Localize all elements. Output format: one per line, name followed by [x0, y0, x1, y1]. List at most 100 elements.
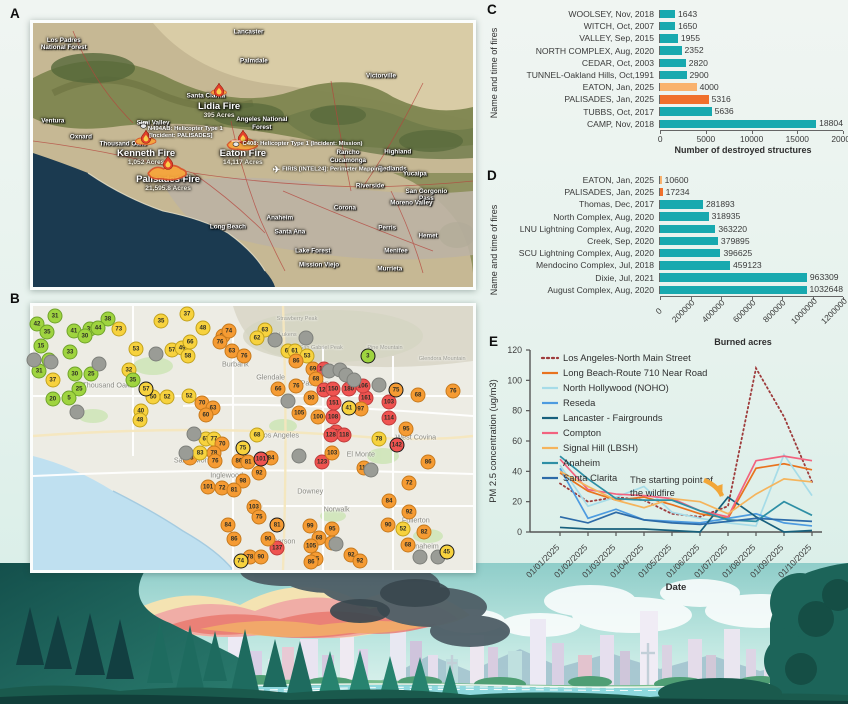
- map-place-label: San Gorgonio Pass: [405, 187, 448, 202]
- map-place-label: Los Angeles: [259, 430, 299, 440]
- map-place-label: Palmdale: [240, 57, 268, 65]
- bar-category-label: CEDAR, Oct, 2003: [581, 57, 654, 68]
- x-tick-label: 0: [653, 305, 665, 317]
- satellite-fire-map: Los Padres National Forest Lancaster Palmd…: [30, 20, 476, 290]
- bar-row: Mendocino Complex, Jul, 2018 459123: [504, 259, 843, 271]
- bar-row: TUNNEL-Oakland Hills, Oct,1991 2900: [504, 69, 843, 81]
- bar-value-label: 1650: [678, 20, 698, 31]
- map-place-label: Lake Forest: [295, 247, 331, 255]
- bar-row: North Complex, Aug, 2020 318935: [504, 211, 843, 223]
- aqi-sensor-dot: 75: [251, 509, 267, 525]
- aqi-sensor-dot: 3: [360, 348, 376, 364]
- aqi-sensor-dot: 68: [410, 387, 426, 403]
- y-tick-label: 40: [512, 466, 522, 476]
- legend-label: Signal Hill (LBSH): [563, 442, 638, 453]
- aqi-sensor-dot: 72: [401, 475, 417, 491]
- helicopter-icon: [138, 122, 148, 129]
- bar-category-label: EATON, Jan, 2025: [582, 82, 654, 93]
- aqi-sensor-dot: 68: [400, 537, 416, 553]
- map-annotation: C408: Helicopter Type 1 (Incident: Missi…: [231, 140, 363, 148]
- bar-value-label: 10600: [664, 174, 689, 185]
- aqi-sensor-dot: 86: [226, 531, 242, 547]
- bar-value-label: 396625: [723, 247, 753, 258]
- bar: [660, 285, 807, 294]
- series-line: [559, 462, 813, 520]
- airplane-icon: ✈: [272, 164, 281, 175]
- aqi-sensor-dot: 92: [251, 465, 267, 481]
- aqi-sensor-dot: [412, 549, 428, 565]
- map-place-label: Santa Ana: [274, 228, 306, 236]
- aqi-sensor-dot: 30: [77, 328, 93, 344]
- aqi-sensor-dot: 76: [445, 383, 461, 399]
- aqi-sensor-dot: 25: [71, 381, 87, 397]
- fire-name: Lidia Fire: [197, 100, 241, 112]
- fire-icon: [162, 154, 174, 170]
- bar-category-label: WITCH, Oct, 2007: [583, 21, 654, 32]
- bar-value-label: 5316: [711, 94, 731, 105]
- fire-name: Kenneth Fire: [117, 148, 176, 160]
- series-line: [559, 452, 813, 527]
- bar-value-label: 318935: [711, 211, 741, 222]
- map-place-label: Menifee: [384, 247, 408, 255]
- fire-perimeter: [147, 164, 188, 181]
- map-place-label: Rancho Cucamonga: [330, 149, 367, 164]
- satellite-terrain: [33, 23, 473, 287]
- map-place-label: Downey: [297, 486, 324, 496]
- map-annotation: ✈ FIRIS [INTEL24]: Perimeter Mapping: [272, 164, 383, 175]
- legend-label: Santa Clarita: [563, 472, 618, 483]
- aqi-sensor-dot: 78: [371, 431, 387, 447]
- bar-value-label: 379895: [720, 235, 750, 246]
- fire-acres: 21,595.8 Acres: [145, 184, 191, 192]
- aqi-sensor-dot: 57: [138, 381, 154, 397]
- map-place-label: Highland: [384, 148, 412, 156]
- y-tick-label: 80: [512, 406, 522, 416]
- aqi-sensor-dot: 90: [253, 549, 269, 565]
- annotation-text: The starting point of: [630, 474, 713, 485]
- aqi-sensor-dot: 84: [220, 517, 236, 533]
- aqi-sensor-dot: [267, 332, 283, 348]
- bar-row: PALISADES, Jan, 2025 17234: [504, 186, 843, 198]
- bar-category-label: North Complex, Aug, 2020: [553, 211, 654, 222]
- aqi-sensor-dot: 142: [389, 437, 405, 453]
- aqi-sensor-dot: 108: [325, 409, 341, 425]
- bar: [660, 119, 817, 128]
- map-place-label: El Monte: [346, 449, 375, 459]
- aqi-sensor-dot: 66: [270, 381, 286, 397]
- aqi-sensor-dot: 75: [388, 382, 404, 398]
- map-place-label: Anaheim: [266, 214, 294, 222]
- y-axis-title: Name and time of fires: [489, 204, 499, 296]
- x-tick-label: 1200000: [818, 295, 848, 326]
- panel-e-label: E: [489, 334, 499, 349]
- bar-category-label: VALLEY, Sep, 2015: [579, 33, 654, 44]
- bar-row: Dixie, Jul, 2021 963309: [504, 272, 843, 284]
- bar-row: August Complex, Aug, 2020 1032648: [504, 284, 843, 296]
- bar-row: Thomas, Dec, 2017 281893: [504, 198, 843, 210]
- map-place-label: Inglewood: [210, 470, 243, 480]
- bar-value-label: 4000: [699, 81, 719, 92]
- aqi-sensor-dot: 73: [111, 321, 127, 337]
- aqi-sensor-dot: 31: [47, 308, 63, 324]
- destroyed-structures-chart: Name and time of fires WOOLSEY, Nov, 2018…: [487, 8, 848, 155]
- panel-b-label: B: [10, 291, 20, 306]
- aqi-sensor-dot: [69, 404, 85, 420]
- aqi-sensor-dot: [328, 536, 344, 552]
- bar: [660, 273, 807, 282]
- bar-row: WITCH, Oct, 2007 1650: [504, 20, 843, 32]
- bar-category-label: Dixie, Jul, 2021: [595, 272, 654, 283]
- bar-value-label: 363220: [718, 223, 748, 234]
- map-place-label: Moreno Valley: [390, 199, 433, 207]
- aqi-sensor-dot: 92: [352, 553, 368, 569]
- bar-value-label: 18804: [819, 118, 843, 129]
- aqi-sensor-dot: 137: [269, 540, 285, 556]
- map-place-label: Oxnard: [69, 133, 92, 141]
- bar-row: TUBBS, Oct, 2017 5636: [504, 106, 843, 118]
- x-tick-label: 600000: [730, 297, 758, 325]
- aqi-sensor-dot: 33: [62, 344, 78, 360]
- fire-marker-lidia-fire: Lidia Fire 395 Acres: [159, 81, 279, 119]
- aqi-sensor-dot: [91, 356, 107, 372]
- aqi-sensor-dot: 48: [132, 412, 148, 428]
- bar: [660, 22, 676, 31]
- aqi-sensor-dot: [178, 445, 194, 461]
- map-place-label: Burbank: [222, 359, 249, 369]
